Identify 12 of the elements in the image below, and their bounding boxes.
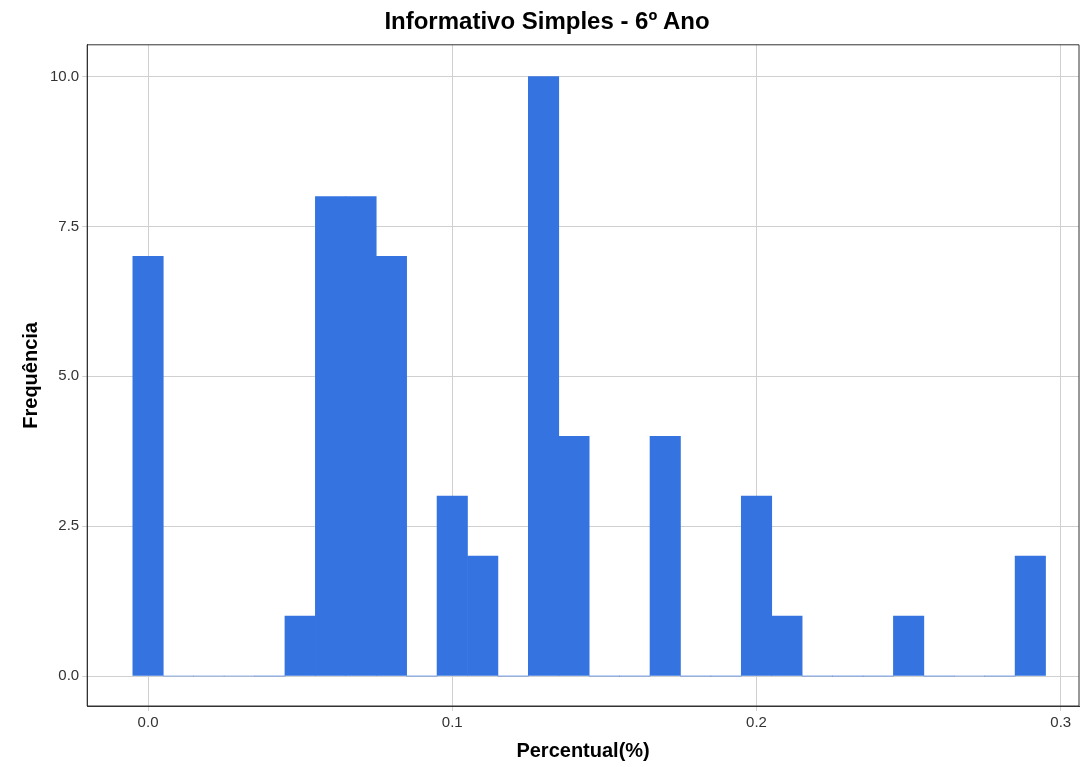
y-tick-label: 5.0 bbox=[58, 366, 80, 384]
x-tick-label: 0.0 bbox=[137, 713, 159, 731]
x-tick-label: 0.2 bbox=[746, 713, 767, 731]
chart-title: Informativo Simples - 6º Ano bbox=[384, 7, 710, 35]
y-axis-title: Frequência bbox=[18, 321, 41, 429]
x-axis-title: Percentual(%) bbox=[516, 738, 650, 761]
x-tick-label: 0.3 bbox=[1050, 713, 1072, 731]
y-tick-label: 10.0 bbox=[49, 66, 80, 84]
x-tick-label: 0.1 bbox=[441, 713, 463, 731]
y-tick-label: 7.5 bbox=[58, 216, 80, 234]
y-tick-label: 2.5 bbox=[58, 516, 80, 534]
y-tick-label: 0.0 bbox=[58, 666, 80, 684]
